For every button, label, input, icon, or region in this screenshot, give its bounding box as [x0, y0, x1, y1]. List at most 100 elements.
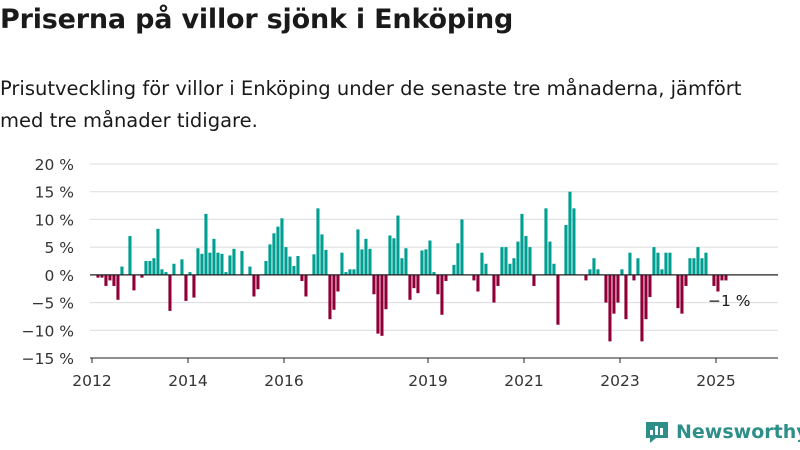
bar	[724, 274, 728, 281]
bar	[592, 258, 596, 275]
chart-title: Priserna på villor sjönk i Enköping	[0, 4, 514, 35]
bar	[584, 274, 588, 281]
newsworthy-logo-icon	[646, 422, 668, 443]
bar	[496, 274, 500, 286]
bar	[188, 272, 192, 275]
bar	[348, 269, 352, 275]
y-axis-tick-labels: −15 % −10 % −5 % 0 % 5 % 10 % 15 % 20 %	[22, 156, 74, 368]
bar	[716, 274, 720, 292]
y-tick-label: −15 %	[22, 350, 74, 368]
bar	[100, 274, 104, 278]
bar	[356, 229, 360, 275]
bar	[532, 274, 536, 286]
bar	[152, 258, 156, 275]
bar	[664, 252, 668, 275]
bar	[304, 274, 308, 297]
bar	[436, 274, 440, 295]
bar	[644, 274, 648, 320]
y-tick-label: 20 %	[35, 156, 74, 174]
bar	[524, 236, 528, 275]
bar	[132, 274, 136, 291]
bar	[248, 266, 252, 275]
bar	[228, 255, 232, 275]
bar	[668, 252, 672, 275]
bar	[400, 258, 404, 275]
bar	[96, 274, 100, 278]
bar	[632, 274, 636, 281]
y-tick-label: 0 %	[44, 267, 74, 285]
bar	[256, 274, 260, 290]
bar	[484, 263, 488, 275]
bar	[172, 263, 176, 275]
bar	[340, 252, 344, 275]
newsworthy-logo[interactable]: Newsworthy	[644, 418, 800, 446]
bar	[656, 252, 660, 275]
bar	[360, 249, 364, 275]
bar	[196, 248, 200, 275]
bar	[120, 266, 124, 275]
bar	[156, 228, 160, 275]
bar	[500, 247, 504, 275]
bar	[680, 274, 684, 314]
bar	[520, 213, 524, 275]
bar	[296, 256, 300, 275]
bar	[684, 274, 688, 286]
bar	[128, 236, 132, 275]
bar	[504, 247, 508, 275]
bar	[612, 274, 616, 314]
bar	[328, 274, 332, 320]
bar	[180, 259, 184, 275]
bar	[624, 274, 628, 320]
bar	[292, 265, 296, 275]
bar	[300, 274, 304, 281]
bar	[232, 248, 236, 275]
bar	[472, 274, 476, 281]
bar	[604, 274, 608, 303]
bar	[432, 272, 436, 275]
bar	[556, 274, 560, 325]
bar	[628, 252, 632, 275]
bar	[320, 234, 324, 275]
bar	[588, 269, 592, 275]
bar	[252, 274, 256, 297]
bar	[456, 243, 460, 275]
bar	[220, 253, 224, 275]
bar	[288, 256, 292, 275]
bar	[280, 218, 284, 275]
last-value-label: −1 %	[708, 292, 751, 310]
bar	[640, 274, 644, 342]
bar	[212, 238, 216, 275]
bar	[676, 274, 680, 309]
bar	[636, 258, 640, 275]
bar	[568, 191, 572, 275]
bar	[652, 247, 656, 275]
bar	[720, 274, 724, 281]
y-tick-label: −5 %	[31, 295, 74, 313]
x-tick-label: 2021	[504, 372, 543, 390]
bar	[516, 241, 520, 275]
bar	[164, 272, 168, 275]
bar	[704, 252, 708, 275]
bar	[216, 252, 220, 275]
bar	[316, 208, 320, 275]
bar	[160, 269, 164, 275]
bar	[648, 274, 652, 298]
bar	[476, 274, 480, 292]
bar	[324, 249, 328, 275]
bar	[392, 238, 396, 275]
bar	[688, 258, 692, 275]
bar	[240, 251, 244, 275]
bar	[192, 274, 196, 298]
bar	[416, 274, 420, 294]
bar	[336, 274, 340, 292]
bar	[412, 274, 416, 289]
bar	[140, 274, 144, 278]
bar	[208, 252, 212, 275]
bar	[224, 272, 228, 275]
bar	[460, 219, 464, 275]
bar	[364, 238, 368, 275]
bar	[480, 252, 484, 275]
bar	[616, 274, 620, 303]
bar	[312, 254, 316, 275]
